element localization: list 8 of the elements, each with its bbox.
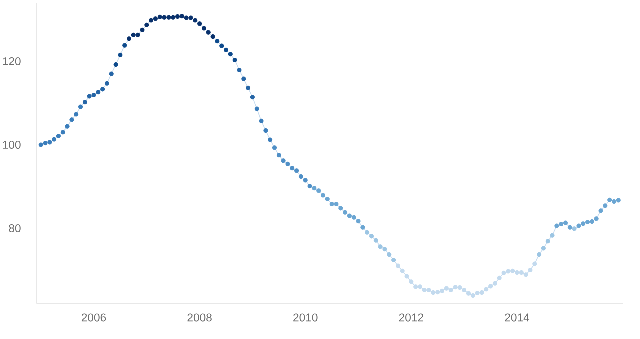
x-tick-label: 2006: [82, 314, 106, 322]
x-tick-label: 2008: [188, 314, 212, 322]
x-tick-label: 2012: [399, 314, 424, 322]
y-tick-label: 100: [3, 140, 21, 149]
y-tick-label: 120: [3, 57, 21, 66]
x-tick-label: 2010: [294, 314, 318, 322]
x-tick-label: 2014: [505, 314, 530, 322]
y-tick-label: 80: [9, 224, 21, 232]
